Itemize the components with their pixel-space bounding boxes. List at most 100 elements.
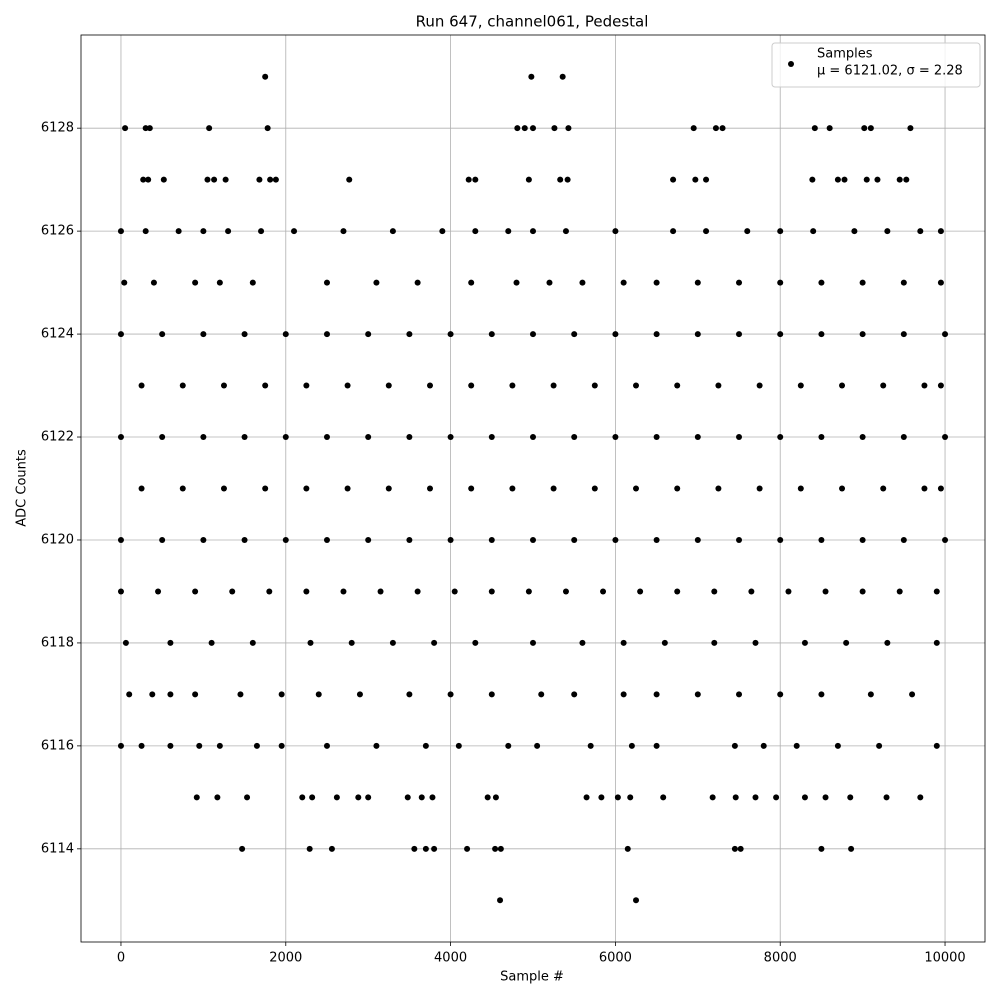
point — [777, 691, 784, 698]
point — [620, 279, 627, 286]
point — [348, 639, 355, 646]
point — [355, 794, 362, 801]
point — [900, 536, 907, 543]
point — [530, 434, 536, 441]
y-tick-label: 6122 — [41, 430, 74, 445]
point — [571, 691, 578, 698]
points — [117, 73, 949, 904]
point — [447, 434, 454, 441]
point — [315, 691, 322, 698]
point — [208, 639, 215, 646]
point — [138, 742, 145, 749]
point — [900, 434, 907, 441]
point — [937, 382, 944, 389]
point — [239, 845, 246, 852]
point — [306, 845, 313, 852]
point — [422, 742, 429, 749]
point — [497, 897, 504, 904]
point — [414, 588, 421, 595]
point — [426, 382, 433, 389]
point — [653, 279, 660, 286]
point — [206, 125, 213, 132]
point — [797, 485, 804, 492]
point — [752, 639, 759, 646]
point — [633, 897, 640, 904]
point — [309, 794, 316, 801]
point — [514, 125, 521, 132]
point — [303, 588, 310, 595]
point — [431, 639, 438, 646]
point — [530, 125, 536, 132]
point — [942, 434, 949, 441]
point — [192, 588, 199, 595]
point — [192, 691, 199, 698]
point — [937, 485, 944, 492]
point — [612, 228, 619, 235]
point — [612, 434, 619, 441]
point — [175, 228, 182, 235]
point — [328, 845, 335, 852]
point — [484, 794, 491, 801]
point — [303, 382, 310, 389]
point — [465, 176, 472, 183]
point — [859, 588, 866, 595]
point — [777, 331, 784, 338]
point — [557, 176, 564, 183]
legend-box — [771, 42, 981, 88]
point — [565, 125, 572, 132]
point — [505, 228, 512, 235]
point — [690, 125, 697, 132]
point — [200, 536, 207, 543]
point — [179, 382, 186, 389]
point — [661, 639, 668, 646]
point — [598, 794, 605, 801]
point — [196, 742, 203, 749]
point — [530, 536, 536, 543]
point — [562, 588, 569, 595]
point — [468, 485, 475, 492]
point — [509, 485, 516, 492]
point — [117, 434, 124, 441]
y-tick-label: 6126 — [41, 224, 74, 239]
point — [818, 536, 825, 543]
point — [839, 382, 846, 389]
point — [385, 382, 392, 389]
y-tick-label: 6118 — [41, 635, 74, 650]
point — [439, 228, 446, 235]
point — [921, 382, 928, 389]
point — [451, 588, 458, 595]
point — [365, 536, 372, 543]
point — [801, 639, 808, 646]
point — [167, 639, 174, 646]
point — [921, 485, 928, 492]
point — [323, 331, 330, 338]
point — [731, 742, 738, 749]
point — [564, 176, 571, 183]
point — [373, 279, 380, 286]
point — [694, 434, 701, 441]
point — [509, 382, 516, 389]
point — [200, 228, 207, 235]
y-tick-label: 6128 — [41, 121, 74, 136]
point — [546, 279, 553, 286]
point — [216, 279, 223, 286]
point — [633, 382, 640, 389]
point — [140, 176, 147, 183]
point — [587, 742, 594, 749]
point — [525, 588, 532, 595]
point — [179, 485, 186, 492]
point — [422, 845, 429, 852]
x-tick-label: 0 — [117, 951, 125, 966]
point — [633, 485, 640, 492]
point — [571, 536, 578, 543]
point — [756, 382, 763, 389]
point — [614, 794, 621, 801]
point — [867, 125, 874, 132]
point — [848, 845, 855, 852]
point — [411, 845, 418, 852]
point — [674, 588, 681, 595]
point — [323, 536, 330, 543]
point — [365, 434, 372, 441]
point — [883, 794, 890, 801]
